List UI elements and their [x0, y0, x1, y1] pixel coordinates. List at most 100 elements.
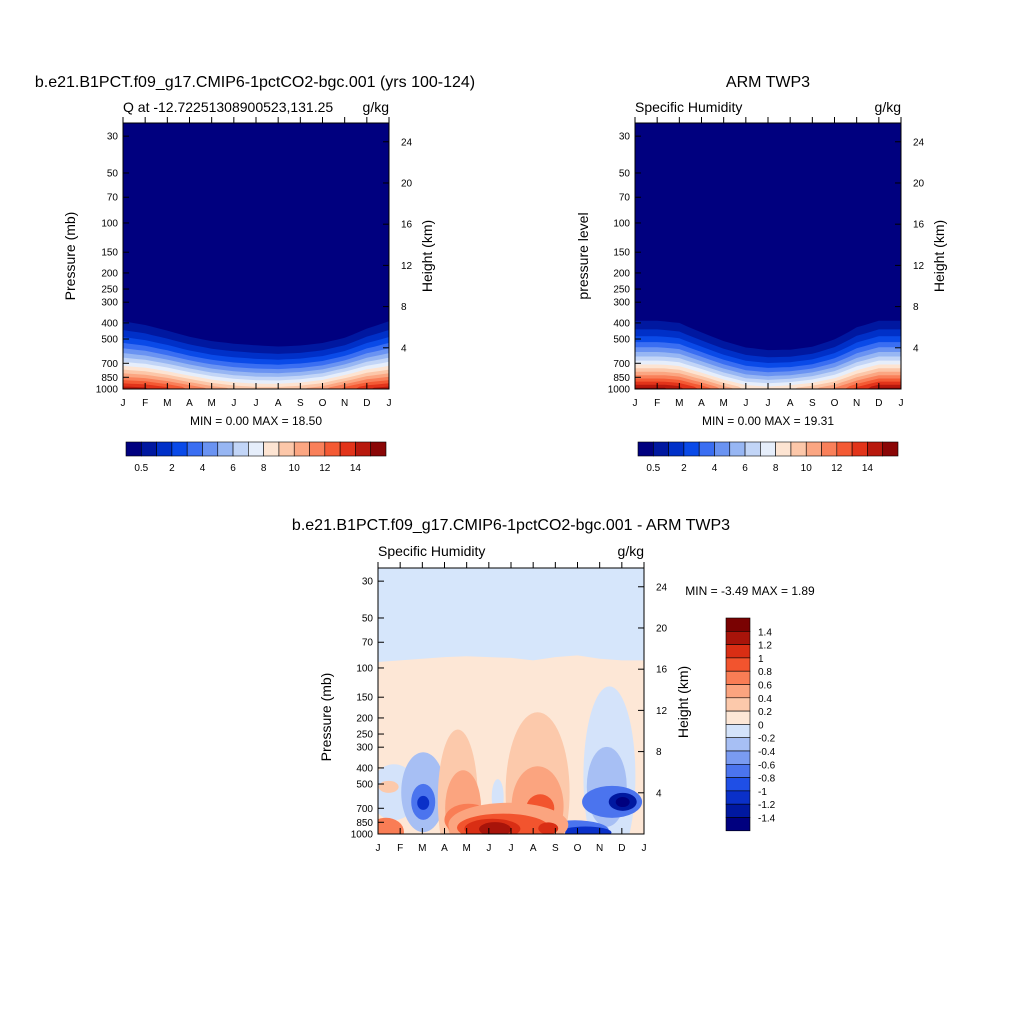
panel3-ylabel-right: Height (km)	[675, 666, 691, 738]
colorbar-box	[125, 441, 142, 457]
y-tick-label: 1000	[351, 830, 374, 841]
x-tick-label: F	[397, 843, 403, 854]
height-tick-label: 16	[656, 665, 668, 676]
panel1-ylabel: Pressure (mb)	[62, 212, 78, 301]
y-tick-label: 200	[101, 268, 118, 279]
y-tick-label: 30	[619, 132, 631, 143]
x-tick-label: A	[186, 398, 193, 409]
colorbar-label: 14	[350, 463, 362, 474]
colorbar-box	[836, 441, 853, 457]
colorbar-box	[805, 441, 822, 457]
y-tick-label: 50	[362, 613, 374, 624]
x-tick-label: A	[530, 843, 537, 854]
y-tick-label: 200	[613, 268, 630, 279]
colorbar-label: 12	[831, 463, 843, 474]
y-tick-label: 150	[101, 248, 118, 259]
colorbar-label: 6	[742, 463, 748, 474]
colorbar-label: 2	[169, 463, 175, 474]
y-tick-label: 700	[613, 359, 630, 370]
y-tick-label: 100	[356, 663, 373, 674]
colorbar-box	[725, 617, 751, 632]
colorbar-box	[263, 441, 280, 457]
x-tick-label: J	[387, 398, 392, 409]
colorbar-box	[156, 441, 173, 457]
pos-lobe	[378, 780, 399, 793]
y-tick-label: 400	[101, 318, 118, 329]
colorbar-box	[725, 737, 751, 752]
colorbar-box	[171, 441, 188, 457]
y-tick-label: 700	[101, 359, 118, 370]
panel2-contour-field	[635, 123, 901, 389]
x-tick-label: J	[231, 398, 236, 409]
height-tick-label: 8	[401, 302, 407, 313]
x-tick-label: S	[552, 843, 559, 854]
x-tick-label: J	[121, 398, 126, 409]
colorbar-box	[140, 441, 157, 457]
y-tick-label: 70	[107, 193, 119, 204]
panel-obs-humidity: ARM TWP3 Specific Humidity g/kg J F M A M J J A…	[575, 74, 947, 474]
colorbar-box	[821, 441, 838, 457]
neg-lobe	[559, 826, 612, 834]
colorbar-box	[744, 441, 761, 457]
panel-model-humidity: b.e21.B1PCT.f09_g17.CMIP6-1pctCO2-bgc.00…	[35, 74, 475, 474]
y-tick-label: 200	[356, 713, 373, 724]
colorbar-label: 12	[319, 463, 331, 474]
x-tick-label: F	[142, 398, 148, 409]
y-tick-label: 30	[362, 577, 374, 588]
pos-lobe	[538, 822, 559, 834]
contour-band-14	[123, 383, 389, 389]
x-tick-label: O	[319, 398, 327, 409]
y-tick-label: 850	[101, 373, 118, 384]
colorbar-box	[232, 441, 249, 457]
colorbar-label: 0.5	[646, 463, 660, 474]
x-tick-label: S	[297, 398, 304, 409]
colorbar-label: 0.4	[758, 694, 772, 705]
height-tick-label: 16	[913, 220, 925, 231]
colorbar-box	[725, 630, 751, 645]
colorbar-box	[729, 441, 746, 457]
x-tick-label: J	[642, 843, 647, 854]
neg-lobe	[417, 795, 430, 810]
y-tick-label: 50	[619, 168, 631, 179]
panel1-axes: J F M A M J J A S O N D J 30 50 70 100 150 200 250 300 400 500…	[96, 117, 413, 409]
colorbar-box	[278, 441, 295, 457]
colorbar-label: 2	[681, 463, 687, 474]
y-tick-label: 300	[101, 298, 118, 309]
colorbar-label: -1	[758, 787, 767, 798]
colorbar-label: -0.2	[758, 734, 776, 745]
panel3-contour-field	[378, 568, 644, 834]
y-tick-label: 300	[356, 743, 373, 754]
x-tick-label: M	[719, 398, 727, 409]
height-tick-label: 4	[656, 788, 662, 799]
colorbar-box	[882, 441, 899, 457]
panel1-subtitle-right: g/kg	[363, 99, 389, 115]
y-tick-label: 500	[101, 335, 118, 346]
y-tick-label: 250	[101, 285, 118, 296]
colorbar-box	[725, 777, 751, 792]
y-tick-label: 250	[613, 285, 630, 296]
colorbar-box	[725, 803, 751, 818]
colorbar-box	[790, 441, 807, 457]
x-tick-label: J	[743, 398, 748, 409]
height-tick-label: 20	[913, 178, 925, 189]
panel2-title: ARM TWP3	[726, 74, 810, 91]
colorbar-box	[217, 441, 234, 457]
height-tick-label: 20	[401, 178, 413, 189]
colorbar-box	[309, 441, 326, 457]
colorbar-box	[725, 684, 751, 699]
panel2-axes: J F M A M J J A S O N D J 30 50 70 100 150 200 250 300 400 500…	[608, 117, 925, 409]
panel1-title: b.e21.B1PCT.f09_g17.CMIP6-1pctCO2-bgc.00…	[35, 74, 475, 91]
y-tick-label: 70	[362, 638, 374, 649]
panel2-colorbar: 0.5 2 4 6 8 10 12 14	[637, 441, 899, 474]
colorbar-label: -1.2	[758, 800, 776, 811]
colorbar-label: -0.4	[758, 747, 776, 758]
y-tick-label: 400	[356, 763, 373, 774]
colorbar-box	[725, 750, 751, 765]
panel-difference-humidity: b.e21.B1PCT.f09_g17.CMIP6-1pctCO2-bgc.00…	[292, 517, 815, 854]
colorbar-label: 1	[758, 654, 764, 665]
pos-lobe	[378, 817, 404, 834]
colorbar-box	[851, 441, 868, 457]
panel3-subtitle-right: g/kg	[618, 543, 644, 559]
colorbar-label: 14	[862, 463, 874, 474]
x-tick-label: A	[787, 398, 794, 409]
